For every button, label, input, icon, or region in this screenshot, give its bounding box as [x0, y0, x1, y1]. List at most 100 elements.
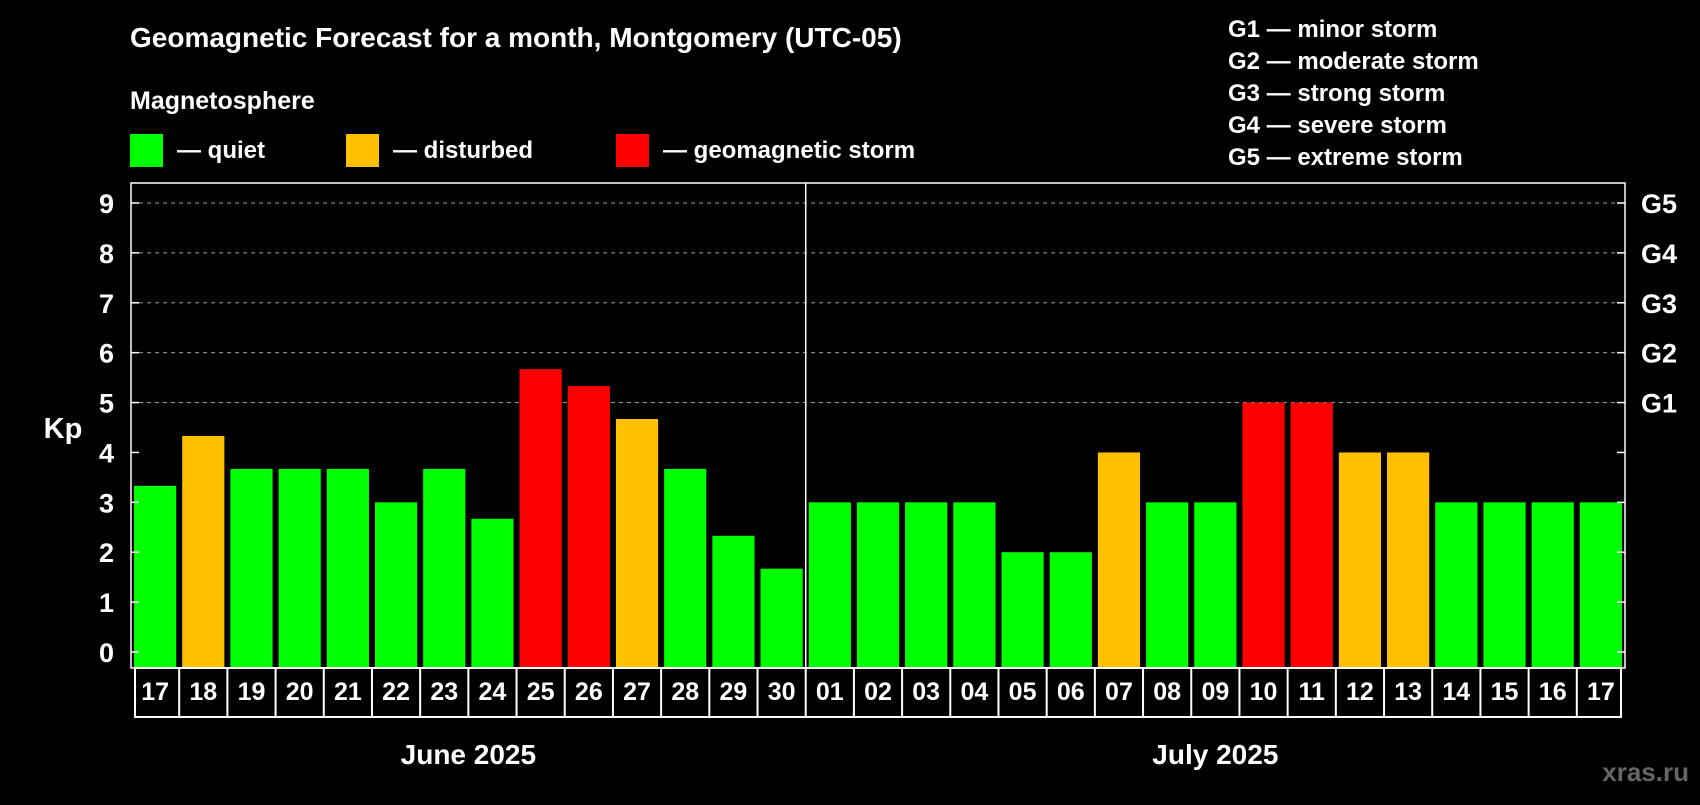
bar-storm: [519, 369, 562, 668]
bar-quiet: [1579, 502, 1622, 668]
watermark: xras.ru: [1602, 757, 1689, 787]
x-tick-label: 14: [1442, 678, 1470, 706]
y-tick-label: 2: [99, 538, 114, 568]
x-tick-label: 28: [671, 678, 699, 706]
chart-title: Geomagnetic Forecast for a month, Montgo…: [130, 22, 902, 53]
bar-quiet: [1483, 502, 1526, 668]
storm-level-label: G5: [1641, 189, 1677, 219]
storm-scale-g4: G4 — severe storm: [1228, 112, 1447, 139]
bar-quiet: [278, 468, 321, 668]
x-tick-label: 01: [816, 678, 844, 706]
bar-quiet: [230, 468, 273, 668]
bar-quiet: [808, 502, 851, 668]
y-tick-label: 1: [99, 588, 114, 618]
bar-disturbed: [182, 435, 225, 668]
x-tick-label: 10: [1250, 678, 1278, 706]
day-strip: [134, 667, 1622, 718]
legend-swatch-disturbed: [346, 134, 379, 167]
y-tick-label: 9: [99, 189, 114, 219]
y-tick-label: 8: [99, 239, 114, 269]
x-tick-label: 20: [286, 678, 314, 706]
x-tick-label: 23: [430, 678, 458, 706]
storm-level-label: G2: [1641, 339, 1677, 369]
legend-label-disturbed: — disturbed: [393, 137, 533, 164]
bar-disturbed: [1387, 452, 1430, 668]
x-tick-label: 15: [1491, 678, 1519, 706]
bar-quiet: [374, 502, 418, 668]
bar-quiet: [326, 468, 369, 668]
gridlines: [131, 202, 1625, 404]
legend-swatch-storm: [616, 134, 649, 167]
x-tick-label: 02: [864, 678, 892, 706]
x-tick-label: 24: [479, 678, 507, 706]
y-tick-label: 4: [99, 438, 114, 468]
storm-scale-g5: G5 — extreme storm: [1228, 144, 1463, 171]
y-tick-label: 7: [99, 289, 114, 319]
legend-label-quiet: — quiet: [177, 137, 265, 164]
bar-quiet: [1001, 552, 1044, 668]
x-tick-label: 17: [141, 678, 169, 706]
x-tick-label: 12: [1346, 678, 1374, 706]
bar-disturbed: [1338, 452, 1382, 668]
bar-quiet: [1049, 552, 1092, 668]
bars: [134, 369, 1622, 668]
x-tick-label: 07: [1105, 678, 1133, 706]
legend-title: Magnetosphere: [130, 87, 315, 115]
x-tick-label: 13: [1394, 678, 1422, 706]
storm-scale-legend: G1 — minor storm G2 — moderate storm G3 …: [1228, 16, 1479, 171]
x-tick-label: 27: [623, 678, 651, 706]
bar-disturbed: [1097, 452, 1141, 668]
x-tick-label: 29: [720, 678, 748, 706]
bar-storm: [567, 386, 610, 668]
bar-storm: [1242, 402, 1285, 668]
legend-swatch-quiet: [130, 134, 163, 167]
bar-quiet: [760, 568, 803, 668]
bar-quiet: [1194, 502, 1237, 668]
bar-quiet: [712, 535, 755, 668]
bar-quiet: [1435, 502, 1478, 668]
y-axis-label: Kp: [44, 413, 83, 445]
x-tick-label: 26: [575, 678, 603, 706]
x-tick-label: 16: [1539, 678, 1567, 706]
legend: — quiet — disturbed — geomagnetic storm: [130, 134, 915, 167]
month-label: July 2025: [1152, 739, 1278, 770]
bar-quiet: [664, 468, 707, 668]
x-tick-label: 19: [238, 678, 266, 706]
bar-quiet: [471, 518, 514, 668]
bar-quiet: [423, 468, 466, 668]
y-tick-label: 5: [99, 389, 114, 419]
storm-level-label: G1: [1641, 389, 1677, 419]
bar-quiet: [953, 502, 996, 668]
month-label: June 2025: [401, 739, 536, 770]
y-tick-label: 6: [99, 339, 114, 369]
y-tick-label: 0: [99, 638, 114, 668]
x-tick-label: 22: [382, 678, 410, 706]
legend-label-storm: — geomagnetic storm: [663, 137, 915, 164]
x-tick-label: 03: [912, 678, 940, 706]
x-tick-label: 30: [768, 678, 796, 706]
x-tick-label: 11: [1299, 678, 1326, 706]
x-tick-label: 04: [960, 678, 988, 706]
storm-level-label: G4: [1641, 239, 1677, 269]
bar-quiet: [905, 502, 948, 668]
bar-quiet: [856, 502, 900, 668]
x-tick-label: 18: [189, 678, 217, 706]
month-labels: June 2025 July 2025: [401, 739, 1279, 770]
storm-level-label: G3: [1641, 289, 1677, 319]
x-tick-label: 06: [1057, 678, 1085, 706]
y-tick-label: 3: [99, 488, 114, 518]
x-tick-label: 21: [334, 678, 362, 706]
bar-quiet: [1531, 502, 1574, 668]
x-tick-label: 09: [1201, 678, 1229, 706]
x-tick-label: 17: [1587, 678, 1615, 706]
x-tick-label: 05: [1009, 678, 1037, 706]
storm-scale-g3: G3 — strong storm: [1228, 80, 1445, 107]
bar-quiet: [1146, 502, 1189, 668]
day-labels: 17 18 19 20 21 22 23 24 25 26 27 28 29 30 01 02 03 04 05 06…: [134, 667, 1622, 718]
storm-scale-g2: G2 — moderate storm: [1228, 48, 1479, 75]
bar-storm: [1290, 402, 1333, 668]
bar-disturbed: [615, 419, 659, 668]
bar-quiet: [134, 485, 177, 668]
